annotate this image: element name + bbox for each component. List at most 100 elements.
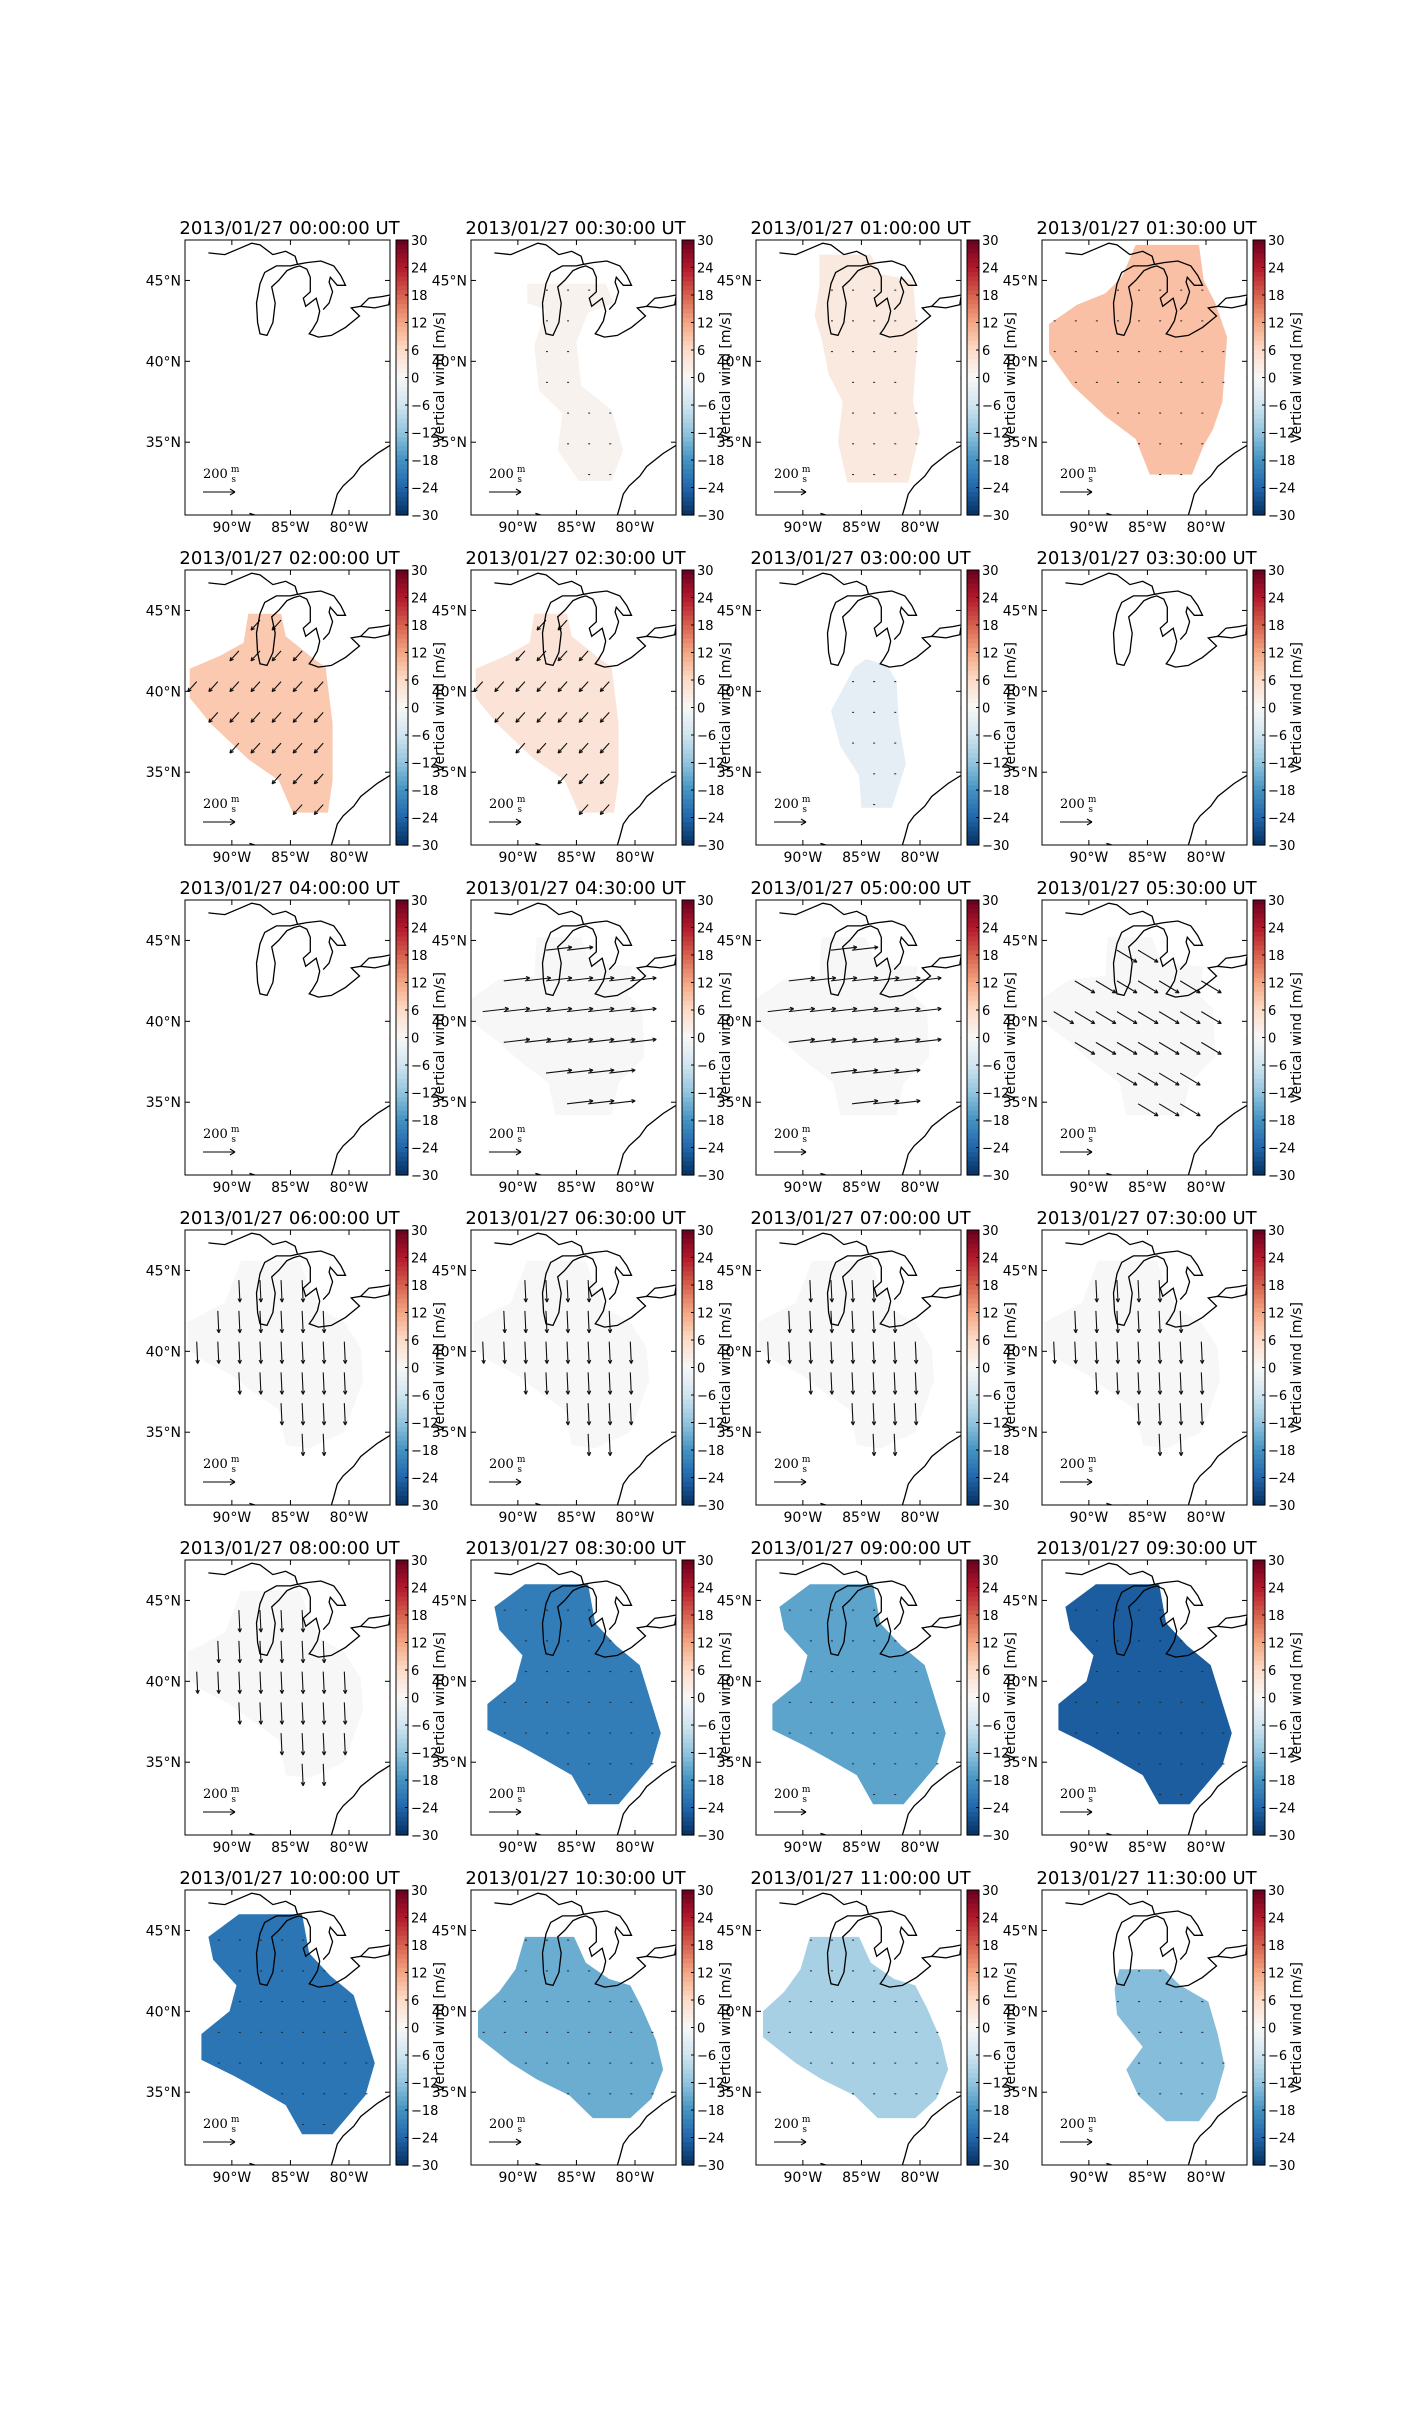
map-frame: [184, 569, 391, 846]
wind-arrow: [808, 1310, 813, 1334]
colorbar-tick-label: 30: [982, 1554, 999, 1569]
colorbar-segment: [682, 1463, 694, 1469]
wind-arrow: [578, 650, 589, 662]
colorbar-segment: [967, 2160, 979, 2166]
colorbar-tick-label: −12: [1268, 427, 1295, 442]
colorbar-segment: [396, 1651, 408, 1657]
xtick-label: 90°W: [784, 1840, 823, 1856]
xtick-label: 80°W: [616, 1510, 655, 1526]
colorbar-segment: [396, 418, 408, 424]
colorbar-segment: [396, 1142, 408, 1149]
colorbar-segment: [1253, 904, 1265, 910]
scale-label: 200 m s: [203, 465, 240, 485]
colorbar-segment: [1253, 354, 1265, 360]
colorbar-segment: [1253, 1440, 1265, 1447]
colorbar-segment: [967, 826, 979, 832]
colorbar-segment: [1253, 1477, 1265, 1483]
xtick-label: 90°W: [1070, 2170, 1109, 2186]
wind-arrow: [258, 1280, 264, 1303]
colorbar-segment: [682, 377, 694, 383]
colorbar-segment: [967, 1459, 979, 1465]
colorbar-segment: [682, 776, 694, 782]
colorbar-segment: [396, 753, 408, 759]
ytick-label: 40°N: [432, 354, 467, 370]
colorbar-segment: [396, 1129, 408, 1135]
colorbar-segment: [1253, 1564, 1265, 1570]
colorbar-label: Vertical wind [m/s]: [718, 1302, 734, 1433]
wind-arrow: [871, 1310, 877, 1334]
colorbar-segment: [1253, 1000, 1265, 1007]
colorbar-segment: [1253, 1271, 1265, 1277]
colorbar-tick-label: −18: [1268, 1444, 1295, 1459]
ytick-label: 45°N: [1003, 1263, 1038, 1279]
colorbar-segment: [967, 1922, 979, 1928]
colorbar-segment: [1253, 1761, 1265, 1767]
xtick-label: 80°W: [616, 1840, 655, 1856]
colorbar-segment: [1253, 1019, 1265, 1025]
colorbar-segment: [1253, 2068, 1265, 2074]
colorbar-segment: [682, 1097, 694, 1103]
colorbar-segment: [682, 2123, 694, 2129]
colorbar-segment: [1253, 1802, 1265, 1809]
colorbar-segment: [682, 964, 694, 970]
colorbar-segment: [1253, 2123, 1265, 2129]
wind-arrow: [503, 1037, 531, 1043]
colorbar-segment: [682, 643, 694, 649]
colorbar-segment: [396, 1390, 408, 1396]
colorbar-segment: [396, 1912, 408, 1919]
scale-arrow-legend: 200 m s: [489, 465, 526, 496]
wind-arrow: [607, 1403, 613, 1426]
wind-arrow: [871, 1372, 877, 1395]
colorbar-tick-label: −24: [1268, 2132, 1295, 2147]
colorbar-segment: [967, 345, 979, 351]
wind-arrow: [566, 1098, 594, 1105]
colorbar-segment: [1253, 2087, 1265, 2093]
colorbar-segment: [682, 638, 694, 644]
colorbar-segment: [682, 840, 694, 846]
colorbar-segment: [967, 482, 979, 489]
colorbar-segment: [682, 831, 694, 837]
colorbar-segment: [1253, 1010, 1265, 1016]
colorbar-tick-label: −24: [982, 812, 1009, 827]
map-area: [185, 240, 390, 515]
scale-arrow: [1060, 1478, 1093, 1486]
colorbar-segment: [1253, 1642, 1265, 1648]
colorbar-segment: [967, 1637, 979, 1644]
colorbar-segment: [1253, 253, 1265, 259]
colorbar-segment: [967, 1958, 979, 1964]
colorbar-segment: [1253, 1743, 1265, 1749]
colorbar-segment: [1253, 1656, 1265, 1662]
wind-arrow: [216, 1640, 221, 1664]
colorbar-segment: [1253, 281, 1265, 287]
colorbar-segment: [967, 638, 979, 644]
colorbar-segment: [967, 1266, 979, 1272]
colorbar-segment: [682, 240, 694, 246]
colorbar-segment: [967, 1087, 979, 1094]
colorbar-segment: [682, 1967, 694, 1974]
colorbar-segment: [396, 446, 408, 452]
colorbar-segment: [1253, 1468, 1265, 1474]
colorbar-segment: [967, 2000, 979, 2006]
colorbar-segment: [1253, 1747, 1265, 1754]
colorbar-segment: [396, 317, 408, 324]
wind-arrow: [1179, 1103, 1201, 1117]
colorbar-tick-label: −24: [697, 482, 724, 497]
colorbar-segment: [1253, 1472, 1265, 1479]
colorbar-segment: [396, 1307, 408, 1314]
colorbar-segment: [967, 904, 979, 910]
colorbar-segment: [682, 1303, 694, 1309]
map-frame: [470, 1229, 677, 1506]
colorbar-segment: [967, 1587, 979, 1593]
wind-arrow: [565, 1280, 571, 1303]
colorbar-segment: [682, 405, 694, 411]
colorbar-segment: [967, 1046, 979, 1052]
colorbar-segment: [1253, 313, 1265, 319]
colorbar-segment: [967, 1495, 979, 1502]
map-area: [756, 900, 961, 1175]
vertical-wind-region: [756, 937, 930, 1116]
wind-arrow: [628, 1403, 634, 1426]
colorbar-segment: [1253, 1390, 1265, 1396]
colorbar-segment: [396, 1147, 408, 1153]
